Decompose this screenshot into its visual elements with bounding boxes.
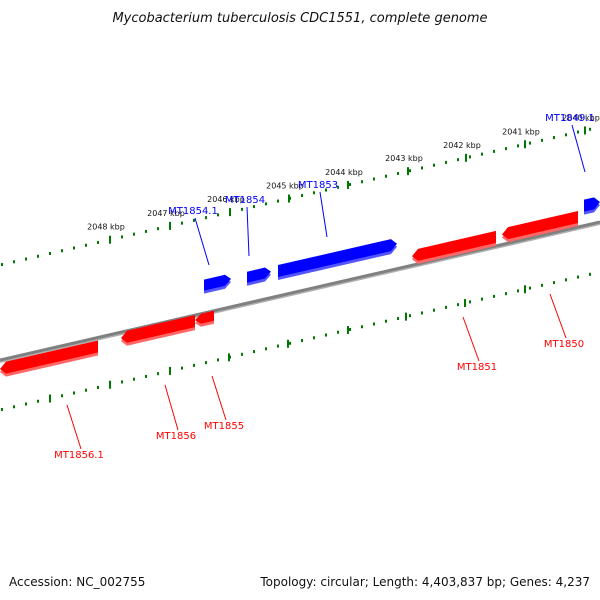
gene-label-reverse: MT1851 [457, 362, 497, 373]
gene-labels: MT1849.1 MT1853 MT1854 MT1854.1 MT1850 MT1851… [54, 113, 595, 461]
map-title: Mycobacterium tuberculosis CDC1551, comp… [112, 11, 487, 26]
gene-label-reverse-leader [66, 404, 82, 450]
gene-label-forward: MT1854.1 [168, 206, 218, 217]
gene-features [0, 197, 600, 377]
gene-label-reverse: MT1855 [204, 421, 244, 432]
tick-label: 2048 kbp [87, 223, 125, 232]
gene-label-forward: MT1849.1 [545, 113, 595, 124]
gene-label-forward: MT1854 [225, 195, 265, 206]
gene-arrow-mt1854-1 [204, 274, 231, 291]
tick-label: 2044 kbp [325, 168, 363, 177]
gene-arrow-mt1855 [195, 310, 214, 324]
gene-arrow-mt1854 [247, 267, 271, 283]
tick-label: 2046 kbp [207, 195, 245, 204]
tick-label: 2041 kbp [502, 127, 540, 136]
gene-arrow-mt1856-1 [0, 340, 98, 374]
gene-label-forward-leader [319, 191, 328, 238]
tick-label: 2040 kbp [562, 113, 600, 122]
gene-arrow-mt1856 [121, 315, 195, 343]
gene-label-reverse: MT1850 [544, 339, 584, 350]
gene-label-forward-leader [246, 206, 250, 257]
gene-label-reverse-leader [462, 316, 480, 362]
gene-label-forward-leader [194, 217, 210, 266]
scale-ticks: 2040 kbp 2041 kbp 2042 kbp 2043 kbp 2044 kbp… [1, 113, 600, 412]
genome-summary-text: Topology: circular; Length: 4,403,837 bp… [259, 575, 590, 589]
gene-label-forward: MT1853 [298, 180, 338, 191]
genome-backbone [0, 220, 600, 363]
tick-label: 2047 kbp [147, 209, 185, 218]
gene-arrow-mt1850 [502, 211, 578, 240]
gene-label-reverse-leader [164, 384, 179, 431]
gene-arrow-mt1851 [412, 230, 496, 261]
gene-label-reverse: MT1856 [156, 431, 196, 442]
tick-label: 2045 kbp [266, 182, 304, 191]
backbone-line [0, 220, 600, 362]
gene-arrow-mt1849-1 [584, 197, 600, 212]
tick-label: 2042 kbp [443, 141, 481, 150]
gene-arrow-mt1853 [278, 239, 397, 278]
gene-label-reverse-leader [549, 293, 567, 339]
gene-label-reverse: MT1856.1 [54, 450, 104, 461]
gene-label-forward-leader [571, 124, 586, 173]
tick-label: 2043 kbp [385, 154, 423, 163]
gene-label-reverse-leader [211, 375, 227, 421]
accession-text: Accession: NC_002755 [9, 575, 145, 589]
